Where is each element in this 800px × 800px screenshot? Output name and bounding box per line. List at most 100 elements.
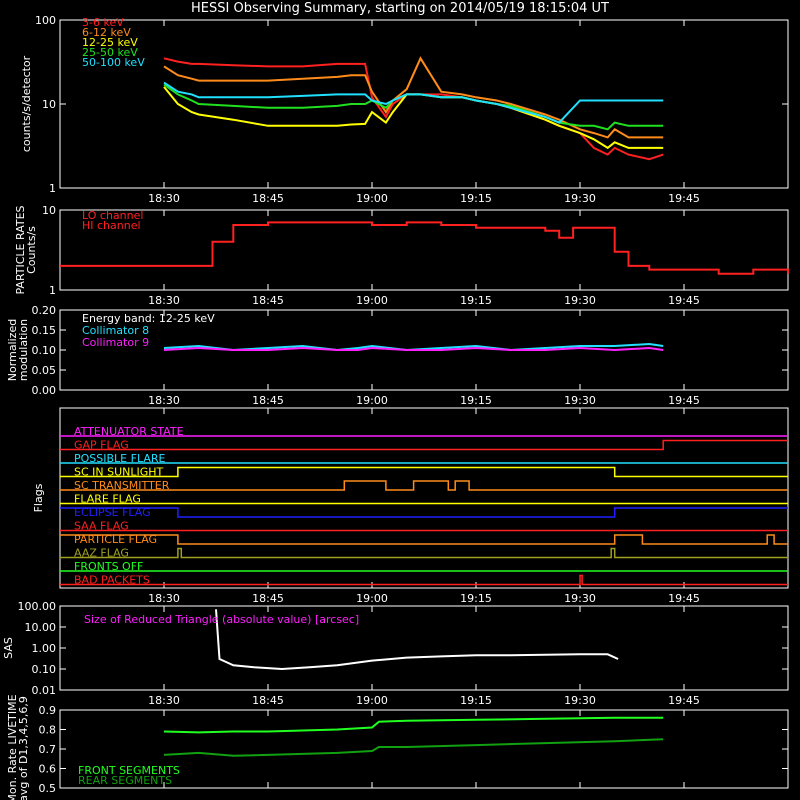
y-tick-label: 0.05 — [32, 364, 57, 377]
legend-entry: REAR SEGMENTS — [78, 774, 172, 787]
y-tick-label: 1.00 — [32, 642, 57, 655]
flag-label: PARTICLE FLAG — [74, 533, 157, 546]
time-tick-label: 19:15 — [460, 694, 492, 707]
flag-line — [60, 574, 788, 586]
y-axis-label: Mon. Rate LIVETIME — [6, 694, 19, 800]
legend-entry: 12-25 keV — [82, 36, 138, 49]
y-tick-label: 0.6 — [39, 763, 57, 776]
time-tick-label: 19:30 — [564, 394, 596, 407]
legend-entry: LO channel — [82, 209, 143, 222]
time-tick-label: 18:30 — [148, 192, 180, 205]
y-tick-label: 0.15 — [32, 324, 57, 337]
time-tick-label: 18:45 — [252, 294, 284, 307]
series-line — [163, 81, 664, 124]
flag-line — [60, 466, 788, 478]
legend-entry: FRONT SEGMENTS — [78, 764, 180, 777]
time-tick-label: 18:45 — [252, 592, 284, 605]
series-line — [215, 609, 619, 671]
flag-line — [60, 547, 788, 559]
time-tick-label: 19:00 — [356, 294, 388, 307]
y-tick-label: 10 — [42, 204, 56, 217]
chart-title: HESSI Observing Summary, starting on 201… — [191, 1, 609, 16]
y-tick-label: 0.00 — [32, 384, 57, 397]
y-tick-label: 0.9 — [39, 704, 57, 717]
time-tick-label: 19:30 — [564, 192, 596, 205]
y-tick-label: 0.20 — [32, 304, 57, 317]
legend-entry: Collimator 8 — [82, 324, 149, 337]
time-tick-label: 19:30 — [564, 294, 596, 307]
series-line — [163, 56, 664, 139]
y-tick-label: 0.8 — [39, 724, 57, 737]
y-axis-label: Flags — [32, 483, 45, 512]
series-line — [60, 221, 789, 275]
flag-line — [60, 480, 788, 491]
flag-label: GAP FLAG — [74, 439, 129, 452]
sas-annotation: Size of Reduced Triangle (absolute value… — [84, 613, 359, 626]
series-line — [163, 716, 664, 734]
flag-label: BAD PACKETS — [74, 574, 150, 587]
y-axis-label: modulation — [17, 319, 30, 381]
time-tick-label: 18:30 — [148, 394, 180, 407]
y-tick-label: 10 — [42, 98, 56, 111]
series-line — [163, 738, 664, 757]
legend-entry: Collimator 9 — [82, 336, 149, 349]
time-tick-label: 18:45 — [252, 694, 284, 707]
legend-entry: 25-50 keV — [82, 46, 138, 59]
time-tick-label: 19:30 — [564, 694, 596, 707]
time-tick-label: 19:45 — [668, 592, 700, 605]
flag-label: SC IN SUNLIGHT — [74, 466, 164, 479]
flags-panel: 18:30 18:45 19:00 19:15 19:30 19:45 Flags ATTEN… — [32, 407, 789, 605]
time-tick-label: 19:00 — [356, 192, 388, 205]
legend-entry: 3-6 keV — [82, 16, 124, 29]
time-tick-label: 19:45 — [668, 294, 700, 307]
y-tick-label: 10.00 — [25, 621, 57, 634]
count-rates-panel: 18:30 18:45 19:00 19:15 19:30 19:45 1 10 100 coun… — [20, 14, 789, 205]
time-tick-label: 19:15 — [460, 294, 492, 307]
flag-label: ATTENUATOR STATE — [74, 425, 184, 438]
time-tick-label: 18:30 — [148, 592, 180, 605]
flag-label: FRONTS OFF — [74, 560, 143, 573]
time-tick-label: 19:00 — [356, 592, 388, 605]
y-tick-label: 0.01 — [32, 684, 57, 697]
legend-entry: 50-100 keV — [82, 56, 145, 69]
y-tick-label: 0.10 — [32, 344, 57, 357]
time-tick-label: 18:30 — [148, 294, 180, 307]
time-tick-label: 19:00 — [356, 394, 388, 407]
time-tick-label: 19:45 — [668, 192, 700, 205]
y-tick-label: 1 — [49, 284, 56, 297]
y-axis-label: SAS — [2, 637, 15, 659]
flag-line — [60, 507, 788, 518]
time-tick-label: 19:00 — [356, 694, 388, 707]
flag-label: SC TRANSMITTER — [74, 479, 170, 492]
y-axis-label: PARTICLE RATES — [14, 205, 27, 294]
flag-label: FLARE FLAG — [74, 493, 141, 506]
sas-panel: 18:30 18:45 19:00 19:15 19:30 19:45 0.01 0.10 1.… — [2, 600, 789, 707]
panel-frame — [59, 209, 789, 291]
time-tick-label: 18:45 — [252, 394, 284, 407]
time-tick-label: 19:15 — [460, 592, 492, 605]
flag-line — [60, 439, 788, 451]
time-tick-label: 19:45 — [668, 394, 700, 407]
y-axis-label: Normalized — [6, 319, 19, 381]
flag-label: AAZ FLAG — [74, 547, 129, 560]
legend-entry: HI channel — [82, 219, 141, 232]
y-axis-label: Counts/s — [25, 226, 38, 274]
time-tick-label: 18:45 — [252, 192, 284, 205]
y-tick-label: 1 — [49, 182, 56, 195]
flag-label: POSSIBLE FLARE — [74, 452, 165, 465]
time-tick-label: 19:45 — [668, 694, 700, 707]
y-axis-label: counts/s/detector — [20, 55, 33, 152]
flag-line — [60, 534, 788, 545]
y-tick-label: 0.10 — [32, 663, 57, 676]
time-tick-label: 19:15 — [460, 394, 492, 407]
modulation-panel: 18:30 18:45 19:00 19:15 19:30 19:45 0.00 0.05 0.… — [6, 304, 789, 407]
flag-label: SAA FLAG — [74, 520, 129, 533]
flag-label: ECLIPSE FLAG — [74, 506, 151, 519]
time-tick-label: 18:30 — [148, 694, 180, 707]
particle-rates-panel: 18:30 18:45 19:00 19:15 19:30 19:45 1 10 PARTICL… — [14, 204, 789, 307]
y-tick-label: 0.5 — [39, 782, 57, 795]
time-tick-label: 19:15 — [460, 192, 492, 205]
panel-frame — [59, 407, 789, 589]
